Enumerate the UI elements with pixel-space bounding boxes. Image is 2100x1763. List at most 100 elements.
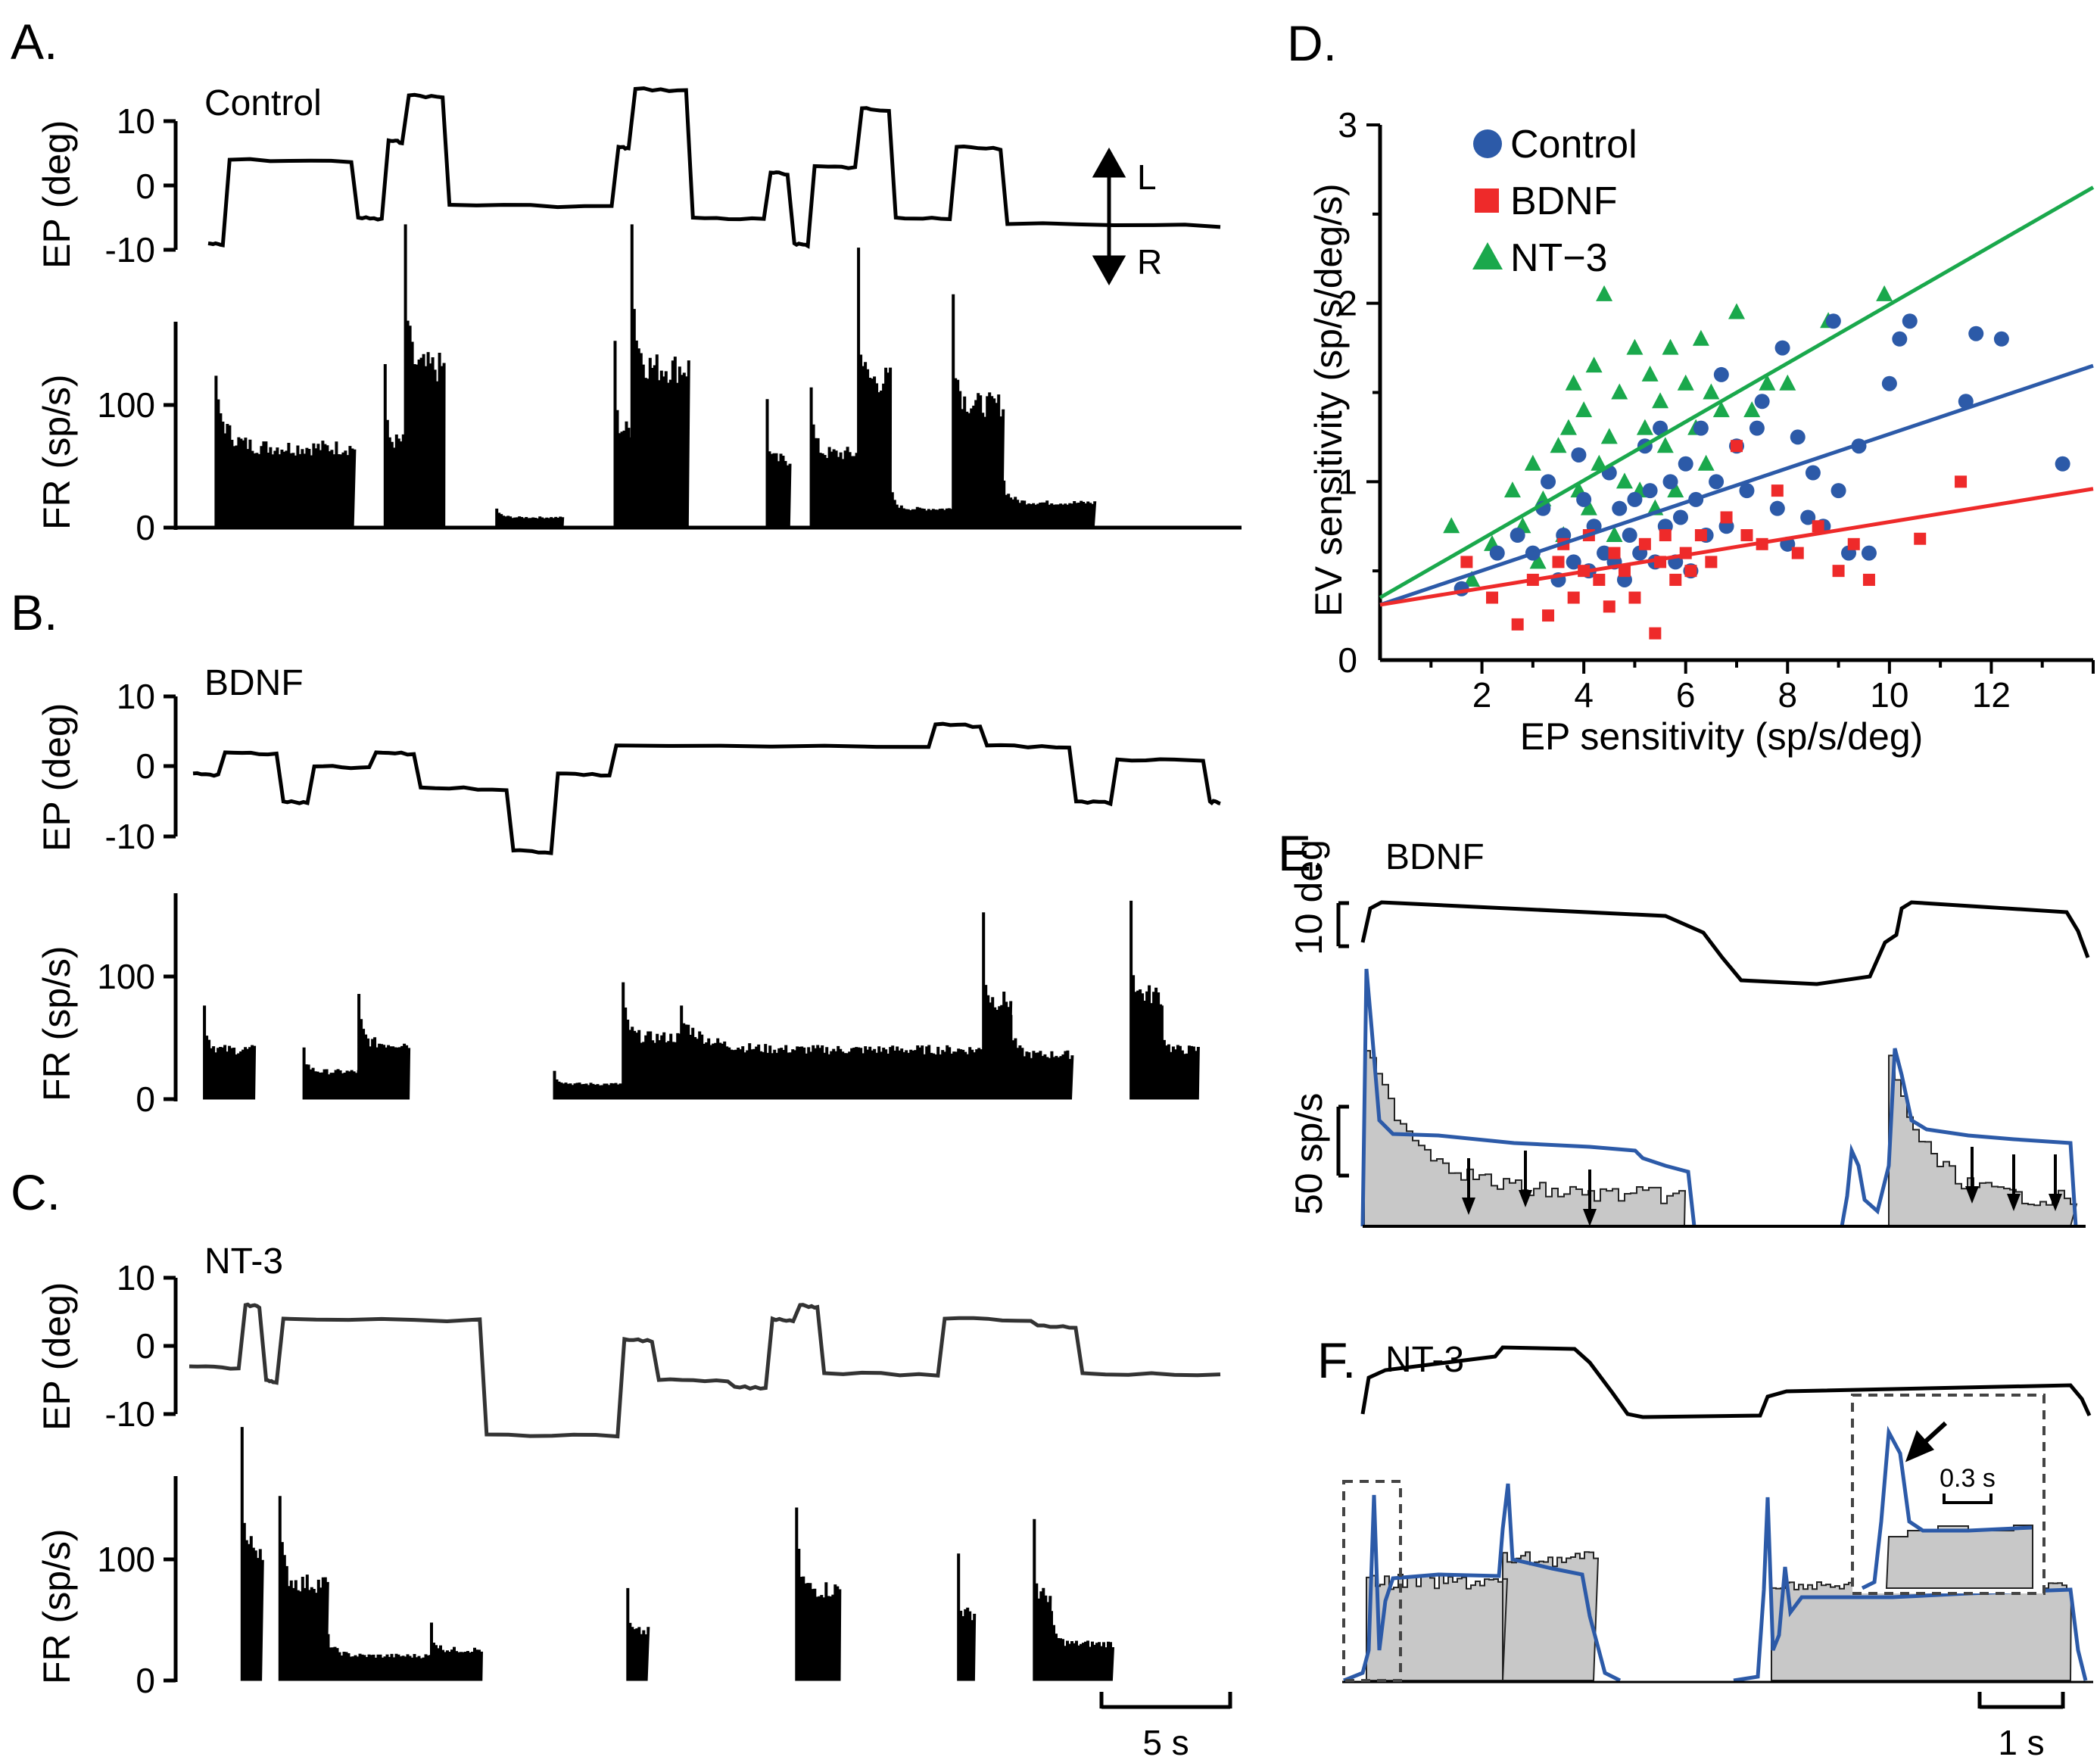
panel-d-point — [1955, 475, 1968, 488]
panel-e-down-arrowhead — [1583, 1209, 1597, 1226]
panel-d-point — [1626, 338, 1644, 355]
panel-d-point — [1740, 529, 1753, 542]
fr-histogram-burst — [357, 994, 411, 1100]
panel-d-point — [1713, 366, 1729, 382]
panel-a-ep-trace — [207, 86, 1221, 249]
fr-histogram-burst — [383, 364, 405, 528]
fr-histogram-burst — [214, 375, 357, 528]
panel-c-ep-tick-0: 0 — [136, 1326, 155, 1366]
panel-d-point — [1567, 591, 1580, 604]
panel-c-fr-label: FR (sp/s) — [36, 1528, 78, 1684]
panel-d-point — [1575, 401, 1593, 418]
panel-d-point — [1712, 401, 1730, 418]
panel-e-condition: BDNF — [1385, 837, 1485, 877]
panel-f: F. NT-3 0.3 s 1 s — [1317, 1332, 2093, 1762]
panel-d-point — [1443, 517, 1460, 534]
panel-d-point — [1861, 545, 1877, 561]
panel-d-series-circle — [1453, 313, 2070, 596]
fr-histogram-burst — [809, 387, 858, 528]
panel-e-arrows — [1462, 1147, 2062, 1226]
panel-e-down-arrowhead — [2049, 1194, 2062, 1211]
scale-bar-1s-label: 1 s — [1998, 1723, 2044, 1762]
panel-c-ep-tick-10: 10 — [117, 1258, 155, 1297]
panel-d-point — [1743, 401, 1761, 418]
panel-d-point — [1606, 526, 1623, 543]
fr-histogram-burst — [982, 912, 1013, 1100]
fr-histogram-burst — [630, 224, 690, 528]
panel-d-x-tick-label: 6 — [1676, 675, 1696, 715]
panel-d-point — [1618, 565, 1631, 578]
panel-e-model-trace — [1360, 968, 2078, 1227]
panel-d-point — [1576, 491, 1592, 507]
panel-d-point — [1600, 428, 1618, 444]
panel-d-point — [1597, 545, 1612, 561]
direction-arrow — [1092, 147, 1126, 286]
panel-d-point — [1622, 528, 1637, 544]
panel-a-ep-label: EP (deg) — [36, 120, 78, 269]
panel-c: C. NT-3 10 0 -10 EP (deg) 100 0 FR (sp/s… — [11, 1164, 1232, 1762]
panel-d-point — [1830, 483, 1846, 499]
panel-f-inset-scale-label: 0.3 s — [1940, 1464, 1996, 1493]
panel-d-point — [1791, 547, 1804, 559]
legend-marker — [1475, 188, 1499, 213]
panel-d-point — [1611, 383, 1628, 400]
panel-a-fr-label: FR (sp/s) — [36, 374, 78, 530]
panel-d-point — [1524, 454, 1541, 471]
panel-d-point — [1779, 374, 1796, 391]
panel-b-ep-tick-10: 10 — [117, 677, 155, 716]
panel-a-condition: Control — [204, 83, 322, 123]
panel-d-point — [1892, 331, 1908, 347]
fr-histogram-burst — [765, 399, 792, 528]
fr-histogram-burst — [1050, 1611, 1115, 1681]
panel-b-ep-label: EP (deg) — [36, 703, 78, 852]
panel-d-point — [1692, 329, 1709, 346]
panel-b-ep-trace — [192, 721, 1221, 855]
fr-histogram-burst — [302, 1047, 360, 1100]
panel-d-point — [1694, 529, 1707, 542]
panel-d-point — [1774, 340, 1790, 356]
panel-c-fr-histogram — [240, 1427, 1115, 1681]
panel-d-point — [1876, 285, 1893, 301]
panel-f-ep-trace — [1360, 1345, 2092, 1419]
panel-d-point — [1720, 511, 1733, 524]
panel-d-point — [1968, 326, 1984, 341]
panel-a: A. Control 10 0 -10 EP (deg) L R 100 — [11, 14, 1242, 547]
panel-d-point — [1812, 520, 1824, 533]
panel-d-point — [1460, 556, 1473, 568]
panel-c-ep-axis — [164, 1276, 178, 1416]
panel-a-fr-tick-0: 0 — [136, 508, 155, 547]
panel-d-point — [1486, 591, 1499, 604]
fr-histogram-burst — [1009, 1014, 1074, 1100]
panel-d-point — [1566, 554, 1581, 570]
fr-histogram-burst — [795, 1507, 842, 1681]
panel-c-ep-tick-minus10: -10 — [105, 1394, 155, 1434]
legend-label: NT−3 — [1510, 236, 1608, 280]
direction-left-label: L — [1137, 157, 1157, 197]
panel-d-point — [1703, 383, 1720, 400]
panel-b-ep-axis — [164, 694, 178, 839]
fr-histogram-burst — [680, 1005, 983, 1100]
panel-d-point — [1653, 420, 1668, 436]
panel-e-down-arrowhead — [1519, 1190, 1532, 1207]
fr-histogram-burst — [1129, 900, 1163, 1100]
panel-d-point — [2055, 456, 2070, 472]
panel-d-point — [1693, 420, 1709, 436]
panel-d-point — [1559, 419, 1577, 435]
panel-b-letter: B. — [11, 584, 58, 640]
panel-d-point — [1993, 331, 2009, 347]
panel-d-point — [1662, 338, 1679, 355]
panel-a-ep-tick-10: 10 — [117, 101, 155, 141]
panel-d-point — [1608, 547, 1621, 559]
panel-f-inset-arrow — [1905, 1421, 1948, 1462]
fr-histogram-burst — [1160, 1005, 1200, 1100]
panel-d-fit-line — [1379, 363, 2094, 607]
panel-d-point — [1565, 374, 1582, 391]
panel-c-letter: C. — [11, 1164, 61, 1220]
panel-e-down-arrowhead — [2007, 1194, 2021, 1211]
panel-d-series-triangle — [1443, 285, 1893, 587]
panel-d-point — [1771, 484, 1784, 497]
panel-d-point — [1511, 618, 1524, 631]
panel-e-letter: E. — [1278, 825, 1325, 881]
panel-d-point — [1677, 374, 1694, 391]
panel-d-point — [1529, 553, 1547, 569]
